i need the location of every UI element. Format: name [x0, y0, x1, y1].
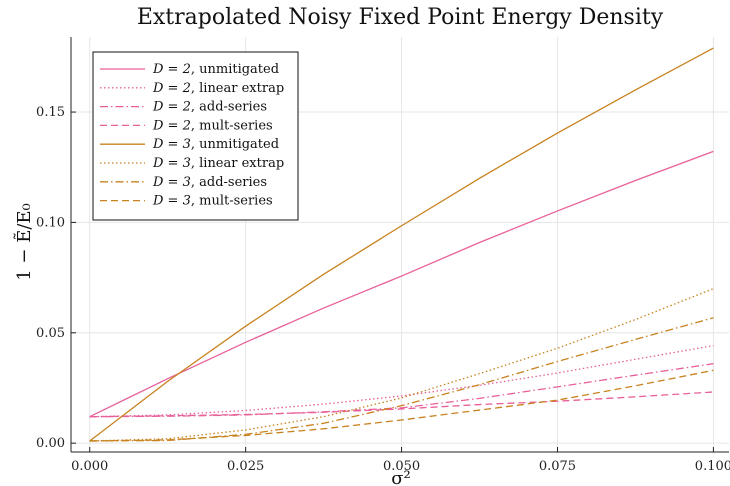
- series-layer: [89, 47, 714, 442]
- legend-label: D = 3, unmitigated: [152, 137, 279, 152]
- series-line: [89, 150, 714, 418]
- x-tick-label: 0.025: [227, 459, 264, 474]
- y-axis-label: 1 − Ẽ/E₀: [13, 203, 35, 281]
- y-tick-label: 0.00: [36, 436, 65, 451]
- series-line: [89, 47, 714, 442]
- x-tick-label: 0.050: [383, 459, 420, 474]
- legend-label: D = 2, add-series: [152, 100, 267, 115]
- series-line: [89, 369, 714, 442]
- axes-layer: [70, 37, 729, 453]
- y-tick-label: 0.05: [36, 326, 65, 341]
- x-axis-label: σ²: [391, 468, 411, 486]
- legend-label: D = 3, mult-series: [152, 194, 273, 209]
- legend-label: D = 2, linear extrap: [152, 81, 284, 96]
- series-line: [89, 391, 714, 418]
- x-tick-label: 0.000: [71, 459, 108, 474]
- y-tick-label: 0.10: [36, 215, 65, 230]
- series-line: [89, 288, 714, 442]
- y-tick-label: 0.15: [36, 105, 65, 120]
- legend: D = 2, unmitigated D = 2, linear extrap D …: [92, 51, 299, 221]
- x-tick-label: 0.075: [539, 459, 576, 474]
- series-line: [89, 363, 714, 418]
- ticks-layer: 0.000 0.025 0.050 0.075 0.100 0.00 0.05 0.10 0.1…: [36, 105, 730, 474]
- legend-box: [92, 51, 299, 221]
- legend-label: D = 2, unmitigated: [152, 62, 279, 77]
- legend-label: D = 2, mult-series: [152, 118, 273, 133]
- legend-label: D = 3, linear extrap: [152, 156, 284, 171]
- legend-label: D = 3, add-series: [152, 175, 267, 190]
- series-line: [89, 344, 714, 418]
- x-tick-label: 0.100: [695, 459, 730, 474]
- chart-title: Extrapolated Noisy Fixed Point Energy De…: [137, 5, 664, 30]
